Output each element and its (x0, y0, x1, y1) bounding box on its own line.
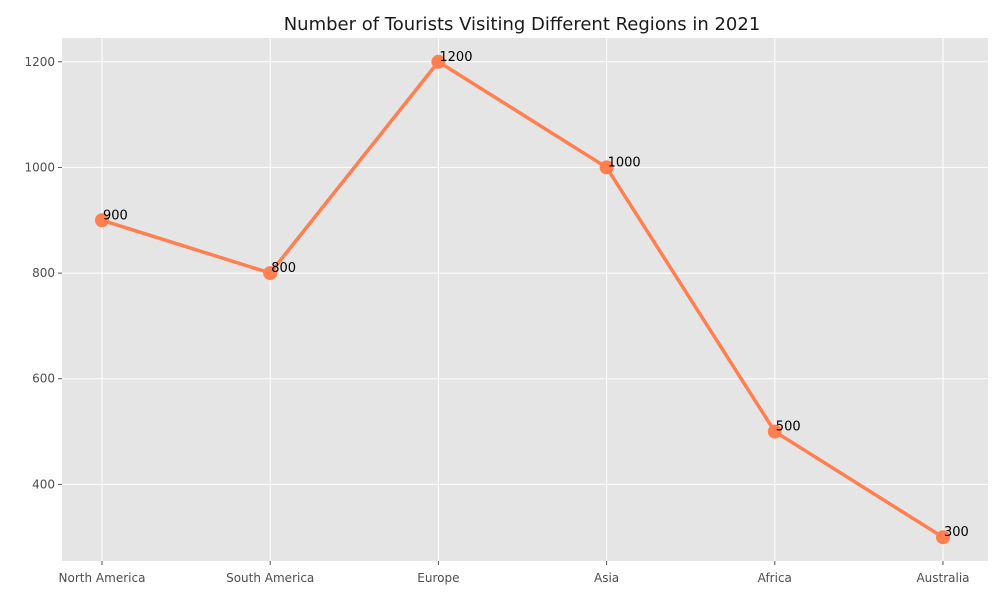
data-label: 1000 (608, 155, 641, 170)
data-label: 1200 (439, 50, 472, 65)
series-line-path (100, 60, 945, 539)
x-axis: North America South America Europe Asia Afri… (59, 561, 970, 585)
series-line (95, 54, 950, 545)
data-label: 800 (271, 261, 296, 276)
gridlines (62, 38, 988, 561)
data-point-marker (936, 530, 950, 545)
y-tick-label: 800 (32, 266, 55, 280)
x-tick-label: Asia (594, 571, 619, 585)
data-point-marker (767, 424, 782, 439)
x-tick-label: South America (226, 571, 314, 585)
x-tick-label: North America (59, 571, 146, 585)
data-label: 900 (103, 208, 128, 223)
data-point-marker (95, 213, 109, 228)
y-tick-label: 1000 (24, 160, 55, 174)
data-label: 300 (944, 525, 969, 540)
x-tick-label: Australia (916, 571, 969, 585)
y-tick-label: 600 (32, 372, 55, 386)
plot-area (62, 38, 988, 561)
data-label: 500 (776, 420, 801, 435)
chart-title: Number of Tourists Visiting Different Re… (284, 14, 761, 35)
data-point-marker (431, 54, 446, 69)
data-point-marker (263, 266, 278, 281)
y-tick-label: 1200 (24, 55, 55, 69)
x-tick-label: Europe (417, 571, 459, 585)
data-point-marker (599, 160, 614, 175)
data-labels: 900 800 1200 1000 500 300 (103, 50, 969, 540)
x-tick-label: Africa (758, 571, 792, 585)
y-tick-label: 400 (32, 477, 55, 491)
y-axis: 400 600 800 1000 1200 (24, 55, 62, 491)
